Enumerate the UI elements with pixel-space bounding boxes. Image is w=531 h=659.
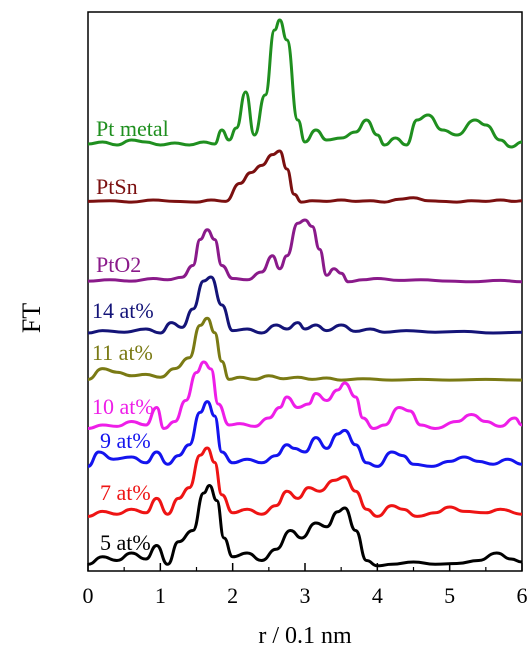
x-axis-label: r / 0.1 nm — [258, 623, 352, 649]
series-label-1: PtSn — [96, 174, 138, 199]
curves-layer — [87, 18, 523, 568]
series-label-0: Pt metal — [96, 116, 169, 141]
series-label-7: 7 at% — [100, 480, 151, 505]
series-label-5: 10 at% — [92, 394, 154, 419]
series-line-4 — [87, 316, 523, 382]
series-line-2 — [87, 218, 523, 284]
series-line-3 — [87, 275, 523, 335]
plot-frame — [87, 11, 523, 572]
x-tick-label: 6 — [517, 583, 528, 608]
series-labels-layer: Pt metal PtSn PtO2 14 at% 11 at% 10 at% 9 at% 7… — [92, 116, 169, 555]
x-tick-label: 5 — [444, 583, 455, 608]
x-tick-label: 1 — [155, 583, 166, 608]
series-line-8 — [87, 484, 523, 568]
x-tick-label: 2 — [227, 583, 238, 608]
series-label-4: 11 at% — [92, 340, 153, 365]
series-label-3: 14 at% — [92, 298, 154, 323]
x-axis-ticks: 0 1 2 3 4 5 6 — [83, 563, 528, 608]
series-label-2: PtO2 — [96, 252, 141, 277]
x-tick-label: 0 — [83, 583, 94, 608]
series-line-6 — [87, 400, 523, 468]
series-line-0 — [87, 18, 523, 149]
series-line-1 — [87, 149, 523, 204]
series-line-5 — [87, 360, 523, 430]
series-label-8: 5 at% — [100, 530, 151, 555]
series-label-6: 9 at% — [100, 428, 151, 453]
series-line-7 — [87, 446, 523, 518]
x-tick-label: 3 — [300, 583, 311, 608]
x-tick-label: 4 — [372, 583, 383, 608]
y-axis-label: FT — [17, 303, 46, 333]
